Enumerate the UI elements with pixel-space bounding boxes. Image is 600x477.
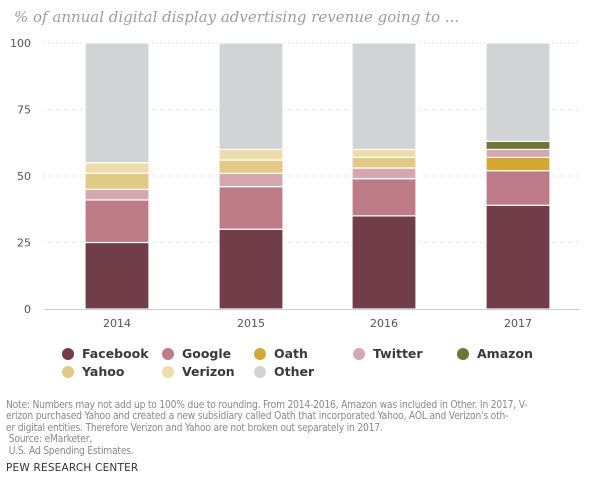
legend-item-amazon: Amazon [457,346,533,361]
note-line: er digital entities. Therefore Verizon a… [6,422,383,434]
y-tick-label: 0 [24,303,31,316]
bar-segment-other-2017 [485,42,551,143]
bar-segment-oath-2017 [485,156,551,172]
legend-swatch-icon [457,347,469,360]
note-line: U.S. Ad Spending Estimates. [6,445,134,457]
chart-title: % of annual digital display advertising … [14,8,460,26]
bar-segment-google-2015 [218,186,284,230]
legend-swatch-icon [254,365,266,378]
bar-segment-other-2014 [84,42,150,164]
legend-item-oath: Oath [254,346,308,361]
legend-label: Other [274,364,315,379]
legend-swatch-icon [162,347,174,360]
y-tick-label: 100 [10,37,31,50]
x-tick-label: 2016 [370,317,398,330]
legend-item-google: Google [162,346,231,361]
bar-segment-google-2014 [84,199,150,244]
legend-item-twitter: Twitter [353,346,423,361]
bar-segment-verizon-2014 [84,162,150,174]
bar-segment-verizon-2015 [218,148,284,161]
bar-segment-twitter-2016 [351,167,417,180]
bar-segment-twitter-2017 [485,148,551,158]
note-line: Note: Numbers may not add up to 100% due… [6,400,528,411]
chart-note: Note: Numbers may not add up to 100% due… [6,400,598,457]
x-axis-ticks: 2014 2015 2016 2017 [103,317,532,330]
x-tick-label: 2015 [237,317,265,330]
bar-segment-twitter-2014 [84,188,150,201]
x-tick-label: 2017 [504,317,532,330]
bar-segment-yahoo-2016 [351,156,417,169]
bar-segment-facebook-2014 [84,241,150,310]
legend-item-verizon: Verizon [162,364,235,379]
y-tick-label: 25 [17,237,31,250]
y-axis-ticks: 0 25 50 75 100 [10,37,31,316]
note-line: erizon purchased Yahoo and created a new… [6,411,509,423]
y-tick-label: 50 [17,170,31,183]
legend-label: Amazon [477,346,533,361]
note-line: Source: eMarketer, [6,434,92,446]
stacked-bar-chart: 0 25 50 75 100 2014 2015 2016 2017 [10,37,580,330]
bar-segment-google-2017 [485,170,551,206]
x-tick-label: 2014 [103,317,131,330]
bar-segment-facebook-2016 [351,215,417,310]
bar-segment-verizon-2016 [351,148,417,158]
gridlines [44,42,580,243]
legend-swatch-icon [62,347,74,360]
legend-swatch-icon [62,365,74,378]
legend-label: Yahoo [82,364,125,379]
legend-swatch-icon [162,365,174,378]
bar-segment-facebook-2017 [485,204,551,310]
legend-swatch-icon [353,347,365,360]
bar-segment-amazon-2017 [485,140,551,150]
bar-segment-facebook-2015 [218,228,284,310]
legend-item-facebook: Facebook [62,346,149,361]
legend-label: Facebook [82,346,149,361]
bar-segment-yahoo-2015 [218,159,284,174]
legend-item-other: Other [254,364,314,379]
brand-label: PEW RESEARCH CENTER [6,462,139,474]
legend-item-yahoo: Yahoo [62,364,124,379]
legend-label: Google [182,346,232,361]
bar-segment-google-2016 [351,178,417,217]
bars [84,42,551,310]
bar-segment-other-2015 [218,42,284,151]
legend-label: Verizon [182,364,235,379]
bar-segment-yahoo-2014 [84,172,150,190]
bar-segment-other-2016 [351,42,417,151]
bar-segment-twitter-2015 [218,172,284,188]
legend-label: Oath [274,346,308,361]
y-tick-label: 75 [17,104,31,117]
legend-label: Twitter [373,346,423,361]
legend-swatch-icon [254,347,266,360]
